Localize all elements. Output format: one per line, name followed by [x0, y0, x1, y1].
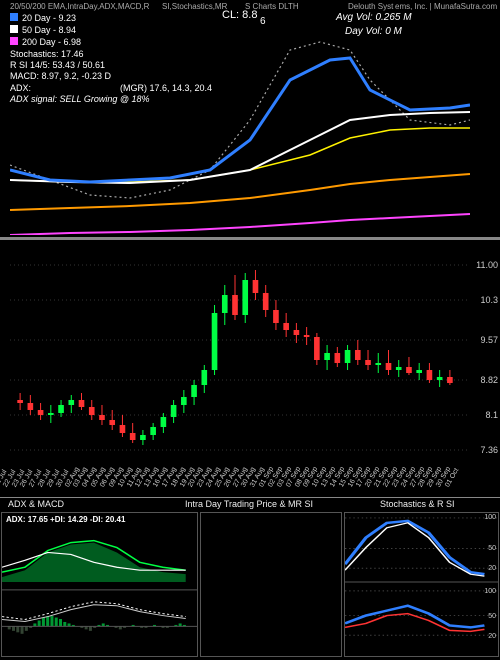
stoch-svg: [345, 513, 498, 656]
y-tick: 8.1: [485, 410, 498, 420]
stoch-panel: 100 50 20 100 50 20: [344, 512, 499, 657]
candle-xaxis: 20 Jul21 Jul22 Jul23 Jul26 Jul27 Jul28 J…: [10, 470, 470, 500]
candlestick-chart: [10, 245, 475, 465]
y-tick: 7.36: [480, 445, 498, 455]
y-tick: 11.00: [476, 260, 498, 270]
rsi-y-tick: 20: [488, 633, 496, 640]
adx-svg: [2, 513, 197, 656]
adx-panel: ADX: 17.65 +DI: 14.29 -DI: 20.41: [1, 512, 198, 657]
adx-title: ADX & MACD: [8, 499, 64, 509]
separator-2: [0, 497, 500, 498]
y-tick: 8.82: [480, 375, 498, 385]
y-tick: 9.57: [480, 335, 498, 345]
intraday-title: Intra Day Trading Price & MR SI: [185, 499, 313, 509]
stoch-title: Stochastics & R SI: [380, 499, 455, 509]
stoch-y-tick: 50: [488, 545, 496, 552]
separator: [0, 237, 500, 240]
chart-container: 20/50/200 EMA,IntraDay,ADX,MACD,R SI,Sto…: [0, 0, 500, 660]
ema-chart: [10, 10, 470, 235]
intraday-panel: [200, 512, 341, 657]
rsi-y-tick: 100: [484, 588, 496, 595]
rsi-y-tick: 50: [488, 613, 496, 620]
stoch-y-tick: 100: [484, 514, 496, 521]
bottom-row: ADX: 17.65 +DI: 14.29 -DI: 20.41 100 50 20…: [0, 512, 500, 657]
y-tick: 10.3: [480, 295, 498, 305]
stoch-y-tick: 20: [488, 565, 496, 572]
adx-values: ADX: 17.65 +DI: 14.29 -DI: 20.41: [6, 515, 125, 524]
